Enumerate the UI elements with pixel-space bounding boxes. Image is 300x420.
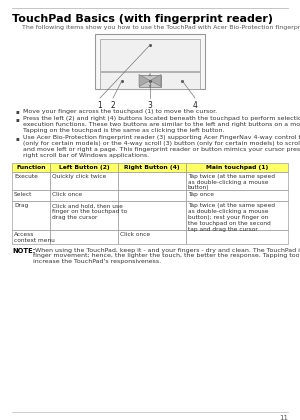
Text: Use Acer Bio-Protection fingerprint reader (3) supporting Acer FingerNav 4-way c: Use Acer Bio-Protection fingerprint read… (23, 135, 300, 158)
Bar (50, 191, 118, 202)
Text: Press the left (2) and right (4) buttons located beneath the touchpad to perform: Press the left (2) and right (4) buttons… (23, 116, 300, 133)
Polygon shape (139, 74, 150, 87)
Text: Quickly click twice: Quickly click twice (52, 174, 106, 179)
Text: 1: 1 (98, 101, 102, 110)
Bar (95, 34, 205, 89)
Text: The following items show you how to use the TouchPad with Acer Bio-Protection fi: The following items show you how to use … (22, 25, 300, 30)
Bar (12, 172, 50, 191)
Text: Execute: Execute (14, 174, 38, 179)
Bar (50, 163, 118, 172)
Text: 4: 4 (193, 101, 197, 110)
Bar (186, 202, 288, 231)
Bar (100, 39, 200, 71)
Text: Tap twice (at the same speed
as double-clicking a mouse
button): Tap twice (at the same speed as double-c… (188, 174, 275, 191)
Bar (50, 231, 118, 244)
Bar (12, 231, 50, 244)
Bar (100, 72, 200, 89)
Bar (186, 231, 288, 244)
Text: 3: 3 (148, 101, 152, 110)
Bar (12, 191, 50, 202)
Bar (186, 163, 288, 172)
Text: Left Button (2): Left Button (2) (59, 165, 109, 170)
Bar (118, 231, 186, 244)
Text: ▪: ▪ (15, 110, 19, 115)
Text: increase the TouchPad's responsiveness.: increase the TouchPad's responsiveness. (33, 259, 161, 264)
Bar (118, 172, 186, 191)
Text: Function: Function (16, 165, 46, 170)
Text: Access
context menu: Access context menu (14, 233, 55, 243)
Text: 11: 11 (279, 415, 288, 420)
Text: Move your finger across the touchpad (1) to move the cursor.: Move your finger across the touchpad (1)… (23, 109, 217, 114)
Bar (118, 163, 186, 172)
Text: Click and hold, then use
finger on the touchpad to
drag the cursor: Click and hold, then use finger on the t… (52, 204, 127, 220)
Text: Main touchpad (1): Main touchpad (1) (206, 165, 268, 170)
Text: Tap once: Tap once (188, 192, 214, 197)
Text: finger movement; hence, the lighter the touch, the better the response. Tapping : finger movement; hence, the lighter the … (33, 254, 300, 258)
Bar (139, 74, 161, 87)
Bar (12, 202, 50, 231)
Text: Right Button (4): Right Button (4) (124, 165, 180, 170)
Bar (186, 172, 288, 191)
Text: 2: 2 (111, 101, 116, 110)
Bar (118, 202, 186, 231)
Polygon shape (150, 74, 161, 87)
Text: When using the TouchPad, keep it - and your fingers - dry and clean. The TouchPa: When using the TouchPad, keep it - and y… (33, 248, 300, 253)
Text: Click once: Click once (120, 233, 150, 237)
Text: NOTE:: NOTE: (12, 248, 35, 254)
Bar (186, 191, 288, 202)
Text: Select: Select (14, 192, 32, 197)
Text: ▪: ▪ (15, 117, 19, 122)
Text: Tap twice (at the same speed
as double-clicking a mouse
button); rest your finge: Tap twice (at the same speed as double-c… (188, 204, 275, 232)
Text: Click once: Click once (52, 192, 82, 197)
Bar (50, 202, 118, 231)
Bar (50, 172, 118, 191)
Text: Drag: Drag (14, 204, 28, 208)
Text: ▪: ▪ (15, 136, 19, 141)
Text: TouchPad Basics (with fingerprint reader): TouchPad Basics (with fingerprint reader… (12, 14, 273, 24)
Bar (12, 163, 50, 172)
Bar (118, 191, 186, 202)
